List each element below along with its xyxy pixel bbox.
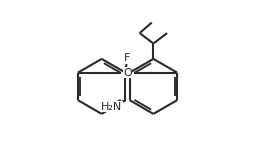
Text: O: O [123,68,132,78]
Text: H₂N: H₂N [101,102,122,112]
Text: F: F [124,53,130,63]
